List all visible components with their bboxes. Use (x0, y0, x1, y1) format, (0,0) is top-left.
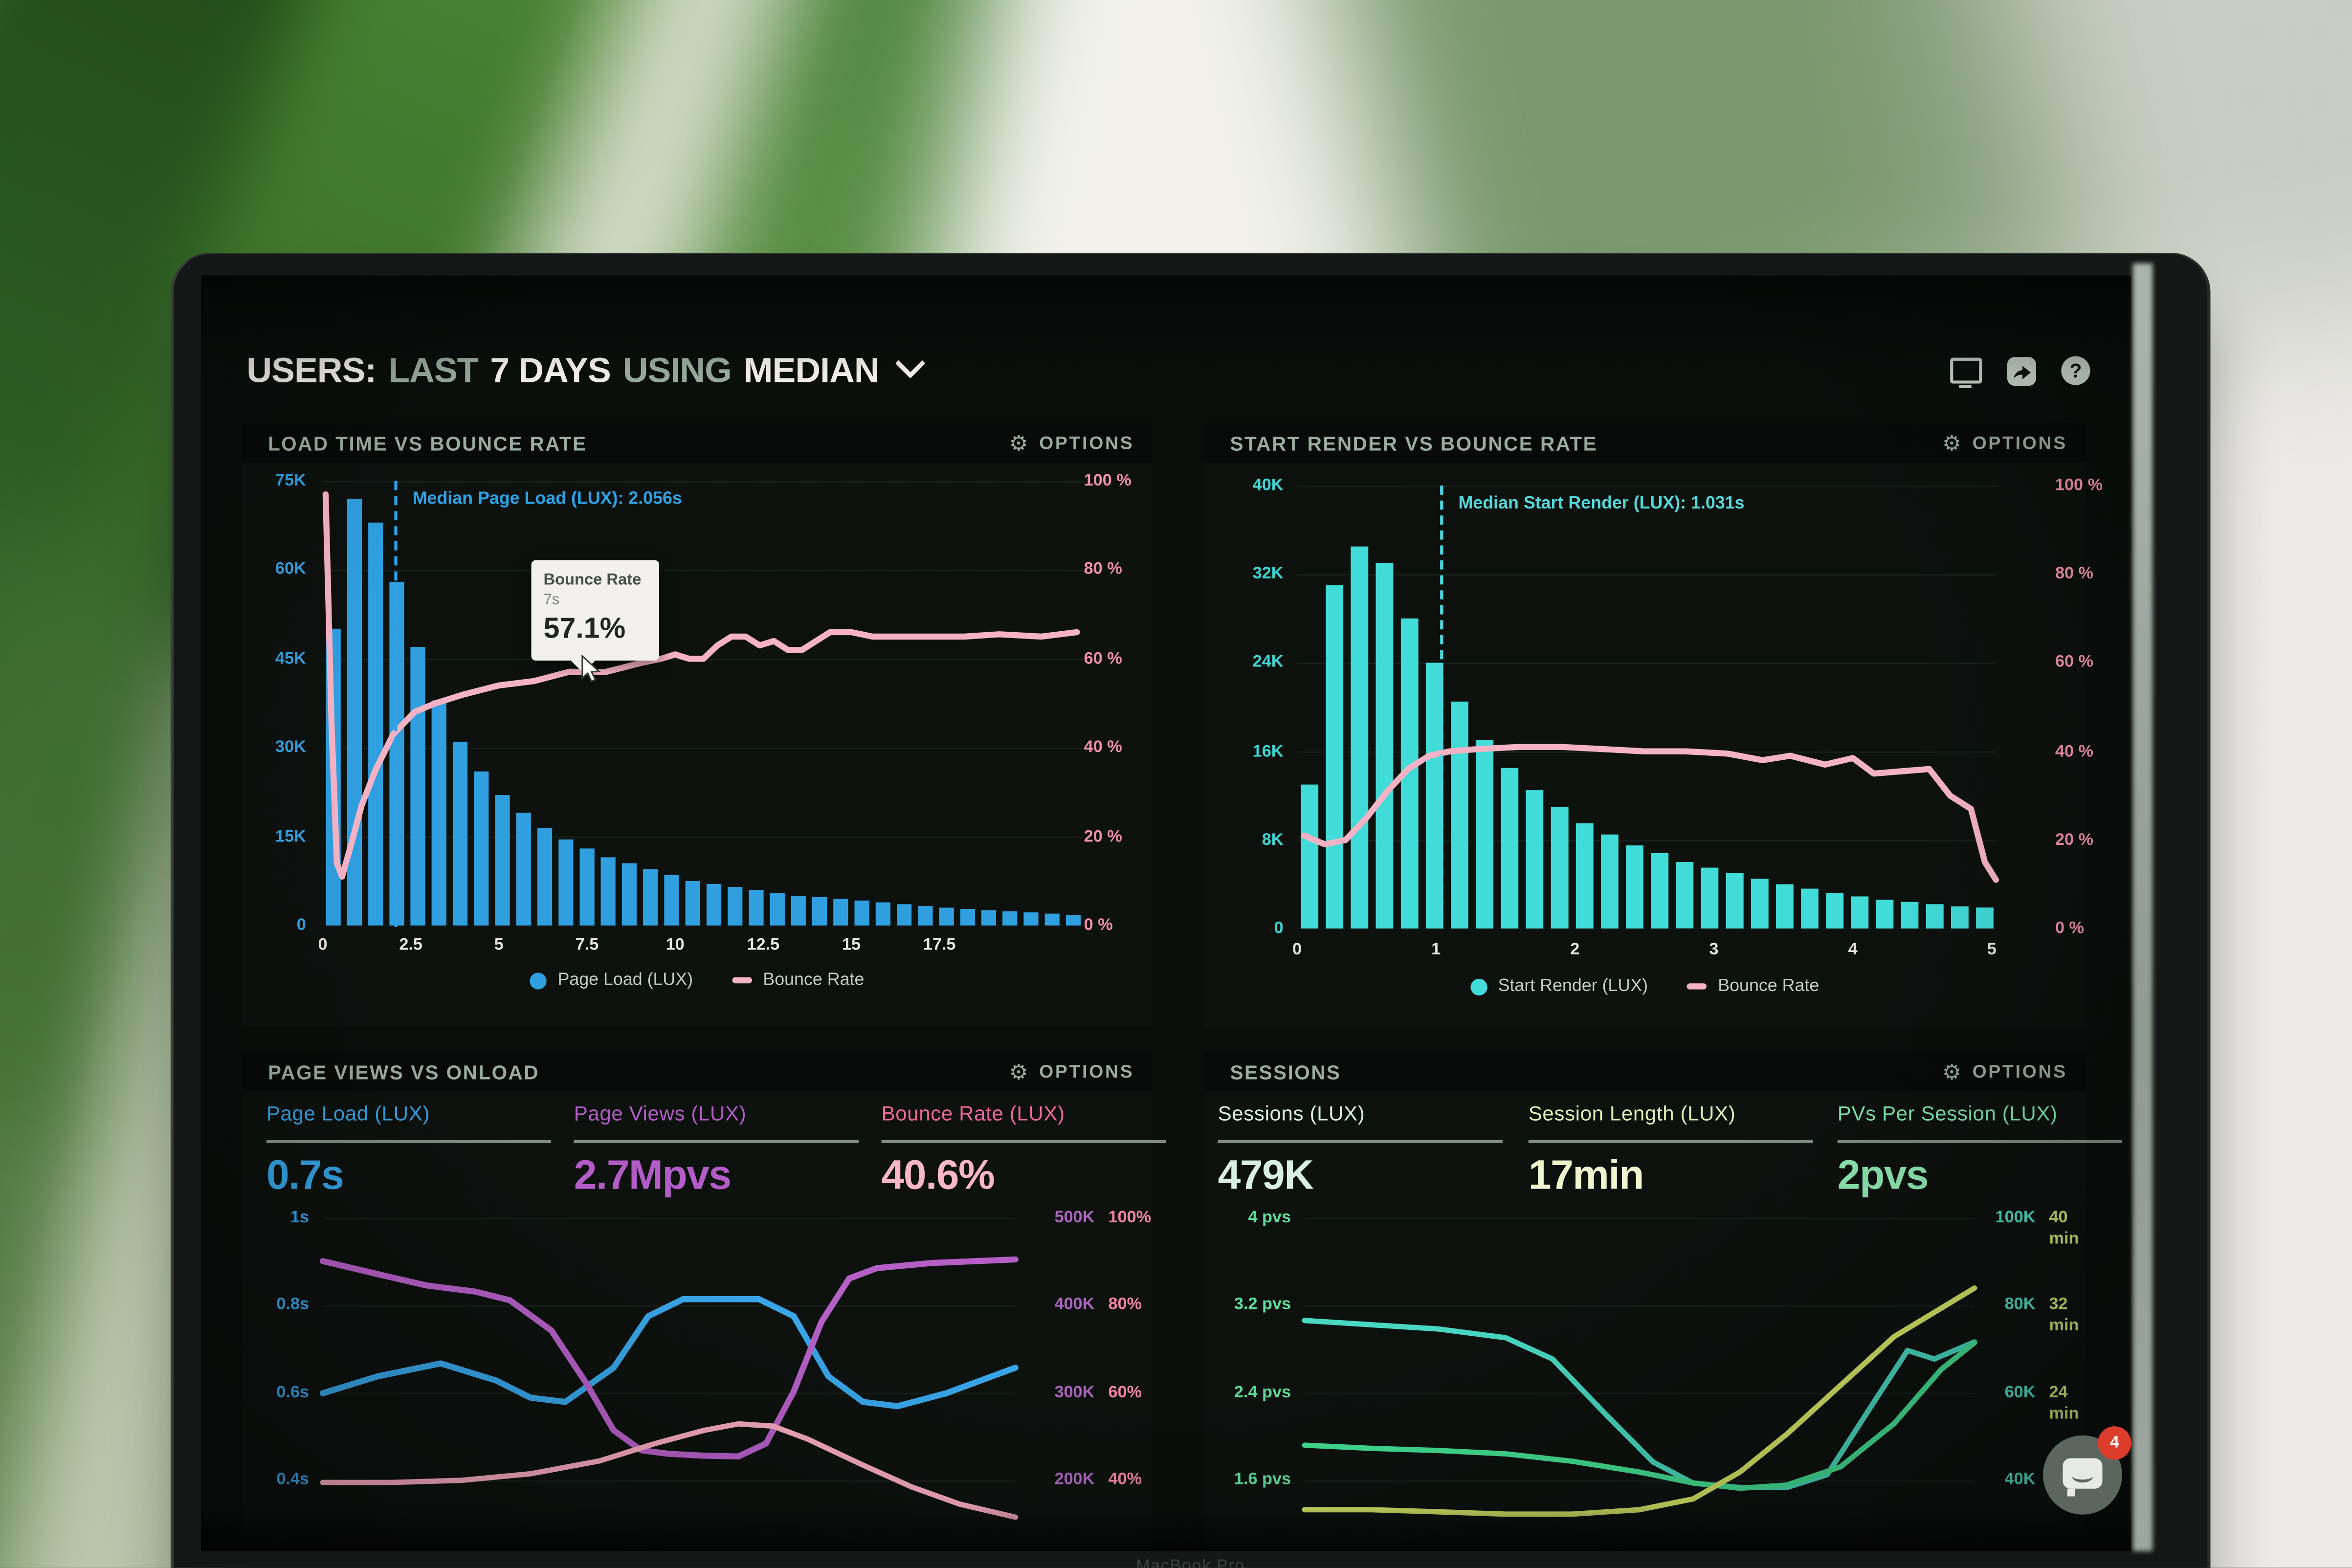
title-segment: USING (622, 349, 732, 389)
panel-page-views-vs-onload: PAGE VIEWS VS ONLOAD ⚙ OPTIONS Page Load… (242, 1052, 1166, 1551)
panel-title: SESSIONS (1230, 1060, 1341, 1083)
start-render-chart[interactable] (1297, 486, 1999, 929)
gear-icon: ⚙ (1942, 1059, 1963, 1084)
y-axis-right-ticks: 100 % 80 % 60 % 40 % 20 % 0 % (1084, 472, 1132, 935)
options-button[interactable]: ⚙ OPTIONS (1942, 431, 2067, 455)
title-segment: LAST (388, 349, 478, 389)
metric-session-length: Session Length (LUX) 17min (1528, 1102, 1813, 1199)
chevron-down-icon (896, 348, 926, 379)
panel-load-time-vs-bounce-rate: LOAD TIME VS BOUNCE RATE ⚙ OPTIONS 75K 60… (242, 423, 1153, 1026)
median-line (394, 481, 398, 927)
legend-dot-icon (1470, 978, 1487, 995)
y-axis-right-ticks: 100 % 80 % 60 % 40 % 20 % 0 % (2055, 476, 2103, 938)
legend-dash-icon (1687, 983, 1708, 990)
notification-badge: 4 (2098, 1426, 2131, 1460)
median-annotation: Median Page Load (LUX): 2.056s (412, 490, 682, 508)
mouse-cursor (580, 654, 603, 691)
screen-edge-reflection (2132, 263, 2153, 1551)
median-annotation: Median Start Render (LUX): 1.031s (1458, 494, 1745, 513)
page-views-chart[interactable] (319, 1217, 1019, 1539)
y-axis-left-ticks: 4 pvs 3.2 pvs 2.4 pvs 1.6 pvs (1234, 1208, 1291, 1489)
metric-row: Page Load (LUX) 0.7s Page Views (LUX) 2.… (242, 1091, 1166, 1213)
metric-row: Sessions (LUX) 479K Session Length (LUX)… (1204, 1091, 2122, 1213)
gear-icon: ⚙ (1009, 1059, 1030, 1084)
panel-title: START RENDER VS BOUNCE RATE (1230, 431, 1598, 455)
chart-legend: Page Load (LUX) Bounce Rate (242, 971, 1153, 990)
chart-tooltip: Bounce Rate 7s 57.1% (531, 560, 660, 673)
options-button[interactable]: ⚙ OPTIONS (1942, 1059, 2067, 1084)
metric-page-load: Page Load (LUX) 0.7s (266, 1102, 552, 1199)
y-axis-left-ticks: 40K 32K 24K 16K 8K 0 (1252, 476, 1284, 938)
legend-item[interactable]: Bounce Rate (1687, 977, 1819, 995)
median-line (1440, 486, 1443, 929)
chat-bubble-icon (2063, 1458, 2103, 1497)
gear-icon: ⚙ (1009, 431, 1030, 455)
title-segment: USERS: (246, 349, 377, 389)
panel-title: LOAD TIME VS BOUNCE RATE (267, 431, 587, 455)
y-axis-left-ticks: 75K 60K 45K 30K 15K 0 (275, 472, 306, 935)
metric-bounce-rate: Bounce Rate (LUX) 40.6% (881, 1102, 1166, 1199)
x-axis-ticks: 0 2.5 5 7.5 10 12.5 15 17.5 (318, 936, 956, 955)
legend-item[interactable]: Bounce Rate (732, 971, 864, 990)
share-icon[interactable] (2005, 354, 2037, 386)
metric-page-views: Page Views (LUX) 2.7Mpvs (574, 1102, 859, 1199)
y-axis-right-ticks: 100K 40 min 80K 32 min 60K 24 min 40K (1995, 1208, 2079, 1489)
metric-pvs-per-session: PVs Per Session (LUX) 2pvs (1837, 1102, 2122, 1199)
metric-sessions: Sessions (LUX) 479K (1218, 1102, 1503, 1199)
chart-legend: Start Render (LUX) Bounce Rate (1204, 977, 2086, 995)
title-segment: 7 DAYS (490, 349, 611, 389)
panel-start-render-vs-bounce-rate: START RENDER VS BOUNCE RATE ⚙ OPTIONS 40… (1204, 423, 2103, 1029)
legend-item[interactable]: Start Render (LUX) (1470, 977, 1648, 995)
laptop-screen: USERS: LAST 7 DAYS USING MEDIAN ? (200, 275, 2131, 1551)
legend-item[interactable]: Page Load (LUX) (530, 971, 693, 990)
dashboard-title-dropdown[interactable]: USERS: LAST 7 DAYS USING MEDIAN (246, 346, 926, 395)
load-time-chart[interactable] (322, 481, 1084, 926)
legend-dot-icon (530, 972, 547, 989)
y-axis-left-ticks: 1s 0.8s 0.6s 0.4s (276, 1208, 309, 1489)
laptop: USERS: LAST 7 DAYS USING MEDIAN ? (170, 252, 2211, 1568)
sessions-chart[interactable] (1302, 1217, 1977, 1539)
options-button[interactable]: ⚙ OPTIONS (1009, 431, 1134, 455)
options-button[interactable]: ⚙ OPTIONS (1009, 1059, 1134, 1084)
panel-title: PAGE VIEWS VS ONLOAD (267, 1060, 539, 1083)
gear-icon: ⚙ (1942, 431, 1963, 455)
display-icon[interactable] (1950, 354, 1982, 388)
title-segment: MEDIAN (743, 349, 880, 389)
y-axis-right-ticks: 500K 100% 400K 80% 300K 60% 200K 40% (1054, 1208, 1152, 1489)
chat-launcher-button[interactable]: 4 (2043, 1426, 2131, 1515)
help-icon[interactable]: ? (2060, 354, 2091, 386)
device-label: MacBook Pro (1136, 1557, 1245, 1568)
legend-dash-icon (732, 977, 753, 984)
panel-sessions: SESSIONS ⚙ OPTIONS Sessions (LUX) 479K (1204, 1052, 2122, 1551)
dashboard: USERS: LAST 7 DAYS USING MEDIAN ? (200, 275, 2131, 1551)
